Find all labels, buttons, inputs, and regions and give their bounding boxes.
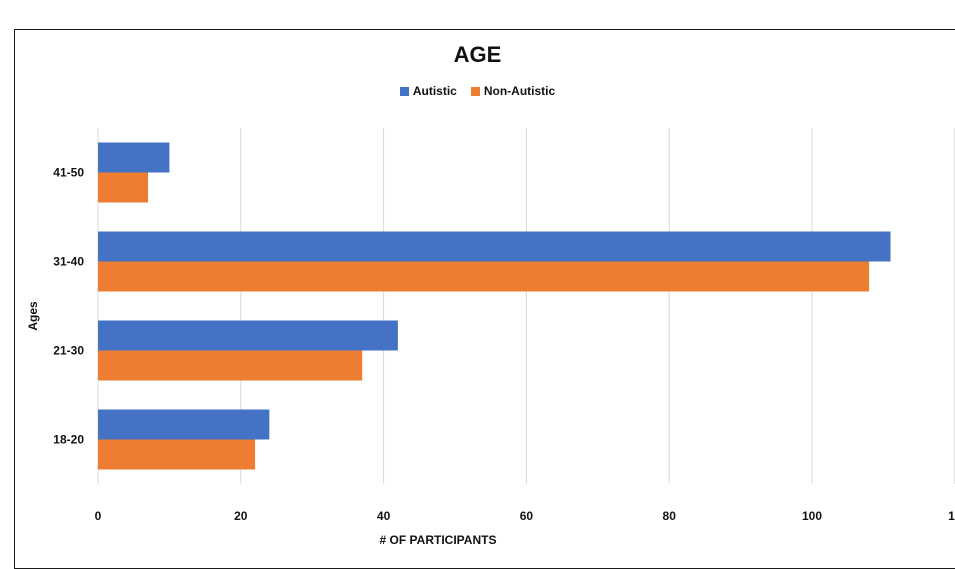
x-axis-title: # OF PARTICIPANTS xyxy=(379,533,497,547)
legend-swatch-autistic xyxy=(399,86,409,96)
bar-non-autistic-21-30 xyxy=(98,350,363,381)
bar-non-autistic-41-50 xyxy=(98,172,148,203)
x-tick-label: 40 xyxy=(377,509,391,523)
legend: Autistic Non-Autistic xyxy=(0,84,955,98)
x-tick-label: 12 xyxy=(948,509,955,523)
legend-label-non-autistic: Non-Autistic xyxy=(483,84,556,98)
legend-item-autistic: Autistic xyxy=(399,84,457,98)
y-tick-label: 18-20 xyxy=(53,433,84,447)
bar-autistic-18-20 xyxy=(98,409,270,440)
legend-swatch-non-autistic xyxy=(470,86,480,96)
x-tick-label: 0 xyxy=(95,509,102,523)
bar-autistic-21-30 xyxy=(98,320,398,351)
x-tick-label: 60 xyxy=(520,509,534,523)
bar-non-autistic-18-20 xyxy=(98,439,256,470)
y-tick-label: 41-50 xyxy=(53,166,84,180)
y-tick-label: 31-40 xyxy=(53,255,84,269)
bar-autistic-41-50 xyxy=(98,142,170,173)
x-tick-label: 100 xyxy=(802,509,822,523)
chart-title: AGE xyxy=(453,42,502,67)
y-tick-label: 21-30 xyxy=(53,344,84,358)
bar-non-autistic-31-40 xyxy=(98,261,870,292)
bar-chart-plot: 0 20 40 60 80 100 12 18-20 21-30 31-40 41-50 xyxy=(53,128,955,523)
x-tick-label: 20 xyxy=(234,509,248,523)
legend-item-non-autistic: Non-Autistic xyxy=(470,84,556,98)
legend-label-autistic: Autistic xyxy=(412,84,457,98)
bar-autistic-31-40 xyxy=(98,231,891,262)
chart-frame xyxy=(14,29,955,569)
x-tick-label: 80 xyxy=(663,509,677,523)
